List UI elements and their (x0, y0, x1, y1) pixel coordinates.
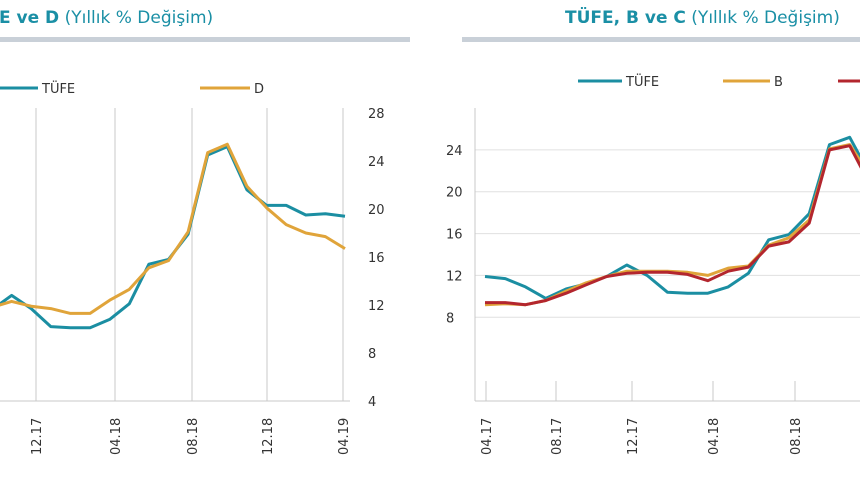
left-x-tick-label: 04.19 (337, 418, 352, 455)
left-y-tick-label: 8 (368, 347, 376, 362)
right-x-tick-label: 04.17 (480, 418, 495, 455)
right-x-tick-label: 08.17 (550, 418, 565, 455)
left-y-tick-label: 12 (368, 299, 385, 314)
left-y-tick-label: 4 (368, 395, 376, 410)
left-x-tick-label: 08.18 (186, 418, 201, 455)
right-series-c-line (485, 144, 860, 307)
right-y-tick-label: 24 (446, 144, 463, 159)
left-series-d-line (0, 142, 346, 315)
left-chart-title-rest: (Yıllık % Değişim) (64, 8, 214, 28)
left-x-tick-label: 12.17 (30, 418, 45, 455)
left-x-tick-label: 04.18 (109, 418, 124, 455)
left-title-underline (0, 37, 410, 42)
right-chart-title: TÜFE, B ve C (Yıllık % Değişim) (565, 8, 840, 28)
left-chart-title: E ve D (Yıllık % Değişim) (0, 8, 213, 28)
right-title-underline (462, 37, 860, 42)
left-y-tick-label: 28 (368, 107, 385, 122)
left-legend-tufe-label: TÜFE (41, 80, 75, 97)
left-x-tick-label: 12.18 (261, 418, 276, 455)
right-series-tufe-line (484, 135, 860, 300)
right-x-tick-label: 12.17 (626, 418, 641, 455)
right-y-tick-label: 8 (446, 311, 454, 326)
right-y-tick-label: 12 (446, 269, 463, 284)
left-y-tick-label: 20 (368, 203, 385, 218)
left-legend-d-label: D (254, 82, 264, 97)
right-y-tick-label: 16 (446, 228, 463, 243)
right-chart-title-bold: TÜFE, B ve C (565, 8, 686, 28)
right-x-tick-label: 04.18 (707, 418, 722, 455)
right-legend-tufe-label: TÜFE (625, 73, 659, 90)
right-legend-b-label: B (774, 75, 783, 90)
left-series-tufe-line (0, 145, 346, 330)
left-chart-title-bold: E ve D (0, 8, 60, 28)
right-x-tick-label: 08.18 (789, 418, 804, 455)
left-y-tick-label: 16 (368, 251, 385, 266)
left-y-tick-label: 24 (368, 155, 385, 170)
right-series-b-line (484, 143, 860, 307)
right-y-tick-label: 20 (446, 186, 463, 201)
right-chart-title-rest: (Yıllık % Değişim) (691, 8, 840, 28)
